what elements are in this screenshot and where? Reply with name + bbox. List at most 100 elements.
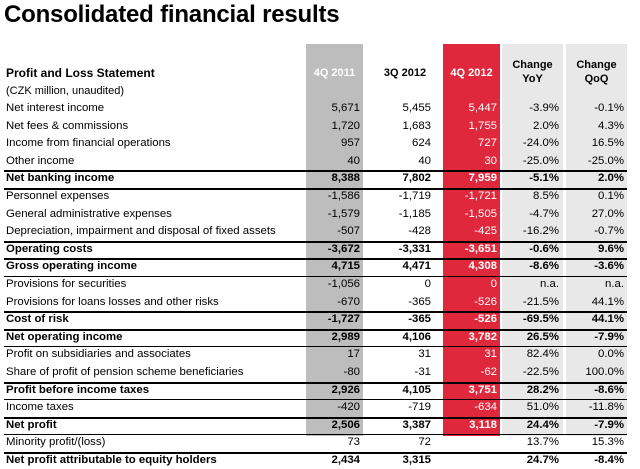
change-qoq: -7.9% <box>594 330 624 343</box>
row-label: Cost of risk <box>6 313 69 326</box>
change-qoq: 16.5% <box>591 137 624 150</box>
value-4q2012: -425 <box>474 225 497 238</box>
value-4q2011: -1,586 <box>327 189 360 202</box>
row-label: Operating costs <box>6 242 93 255</box>
change-qoq: n.a. <box>605 277 624 290</box>
table-row: Profit before income taxes 2,926 4,105 3,75… <box>0 381 640 400</box>
change-yoy: -25.0% <box>522 154 559 167</box>
table-row: Personnel expenses -1,586 -1,719 -1,721 8.5%… <box>0 187 640 206</box>
value-3q2012: 3,315 <box>402 453 431 466</box>
row-label: Income from financial operations <box>6 137 171 150</box>
change-qoq: 0.0% <box>598 348 624 361</box>
value-4q2011: 2,506 <box>331 418 360 431</box>
value-4q2011: -1,727 <box>327 313 360 326</box>
change-qoq: 44.1% <box>591 295 624 308</box>
value-3q2012: -719 <box>408 401 431 414</box>
value-3q2012: -1,719 <box>398 189 431 202</box>
change-yoy: 13.7% <box>526 436 559 449</box>
change-qoq: -0.7% <box>594 225 624 238</box>
value-3q2012: 7,802 <box>402 172 431 185</box>
value-4q2012: 0 <box>490 277 497 290</box>
table-row: Cost of risk -1,727 -365 -526 -69.5% 44.1% <box>0 311 640 329</box>
value-3q2012: 0 <box>424 277 431 290</box>
change-yoy: -8.6% <box>529 260 559 273</box>
row-label: Profit on subsidiaries and associates <box>6 348 191 361</box>
change-qoq: -0.1% <box>594 102 624 114</box>
change-qoq: -11.8% <box>588 401 624 414</box>
column-4q2012-highlight <box>443 44 500 436</box>
table-row: Share of profit of pension scheme benefi… <box>0 364 640 382</box>
row-label: Net operating income <box>6 330 123 343</box>
change-qoq: -7.9% <box>594 418 624 431</box>
change-yoy: 2.0% <box>533 119 559 132</box>
page-title: Consolidated financial results <box>4 1 340 28</box>
row-label: Provisions for securities <box>6 277 127 290</box>
value-4q2012: 1,755 <box>468 119 497 132</box>
header-change-yoy: Change YoY <box>502 58 563 86</box>
change-qoq: 4.3% <box>598 119 624 132</box>
table-row: Profit on subsidiaries and associates 17 3… <box>0 346 640 364</box>
table-row: Net fees & commissions 1,720 1,683 1,755 2.0… <box>0 118 640 136</box>
value-4q2011: 2,989 <box>331 330 360 343</box>
value-4q2012: 3,118 <box>469 418 497 431</box>
row-label: Gross operating income <box>6 260 138 273</box>
table-row: Provisions for loans losses and other ri… <box>0 294 640 312</box>
value-3q2012: -3,331 <box>398 242 431 255</box>
header-3q2012: 3Q 2012 <box>383 67 427 79</box>
statement-title: Profit and Loss Statement <box>6 66 155 80</box>
value-4q2012: -62 <box>480 365 497 378</box>
change-yoy: -4.7% <box>529 207 559 220</box>
change-yoy: -16.2% <box>522 225 559 238</box>
value-4q2011: 4,715 <box>331 260 360 273</box>
value-4q2011: -507 <box>337 225 360 238</box>
value-3q2012: -365 <box>408 313 431 326</box>
value-4q2012: 30 <box>484 154 497 167</box>
table-row: Other income 40 40 30 -25.0% -25.0% <box>0 153 640 171</box>
value-4q2011: 73 <box>347 436 360 449</box>
table-row: Provisions for securities -1,056 0 0 n.a. n.a… <box>0 275 640 294</box>
value-4q2012: -1,721 <box>464 189 497 202</box>
value-3q2012: 31 <box>418 348 431 361</box>
change-qoq: -25.0% <box>587 154 624 167</box>
value-3q2012: -31 <box>414 365 431 378</box>
change-qoq: 9.6% <box>598 242 624 255</box>
value-3q2012: 72 <box>418 436 431 449</box>
row-label: Profit before income taxes <box>6 383 150 396</box>
value-3q2012: 5,455 <box>402 102 431 114</box>
change-yoy: -5.1% <box>529 172 559 185</box>
change-yoy: 26.5% <box>526 330 559 343</box>
value-4q2012: 83 <box>484 436 497 449</box>
value-4q2011: 5,671 <box>331 102 360 114</box>
change-qoq: 2.0% <box>598 172 624 185</box>
table-row: Net interest income 5,671 5,455 5,447 -3.9% -… <box>0 100 640 118</box>
value-3q2012: -428 <box>408 225 431 238</box>
value-3q2012: -1,185 <box>398 207 431 220</box>
value-4q2012: -526 <box>474 295 497 308</box>
value-4q2011: 8,388 <box>331 172 360 185</box>
value-4q2011: -1,056 <box>327 277 360 290</box>
value-4q2012: 4,308 <box>468 260 497 273</box>
value-4q2012: 727 <box>477 137 497 150</box>
value-3q2012: 40 <box>418 154 431 167</box>
value-4q2011: 957 <box>340 137 360 150</box>
column-qoq-background <box>566 44 627 436</box>
header-change-yoy-bottom: YoY <box>522 73 543 85</box>
header-change-qoq-top: Change <box>576 59 617 71</box>
change-qoq: 0.1% <box>598 189 624 202</box>
value-3q2012: 1,683 <box>402 119 431 132</box>
row-label: Share of profit of pension scheme benefi… <box>6 365 244 378</box>
value-4q2011: -1,579 <box>327 207 360 220</box>
change-yoy: -22.5% <box>522 365 559 378</box>
table-row: Operating costs -3,672 -3,331 -3,651 -0.6% 9.… <box>0 240 640 259</box>
change-yoy: 8.5% <box>533 189 559 202</box>
change-qoq: -3.6% <box>594 260 624 273</box>
change-qoq: 27.0% <box>591 207 624 220</box>
value-4q2012: -634 <box>474 401 497 414</box>
table-row: Income taxes -420 -719 -634 51.0% -11.8% <box>0 399 640 417</box>
change-qoq: 15.3% <box>591 436 624 449</box>
value-3q2012: 624 <box>411 137 431 150</box>
value-3q2012: 4,105 <box>402 383 431 396</box>
row-label: Income taxes <box>6 401 74 414</box>
value-4q2012: -526 <box>474 313 497 326</box>
value-3q2012: 4,106 <box>402 330 431 343</box>
